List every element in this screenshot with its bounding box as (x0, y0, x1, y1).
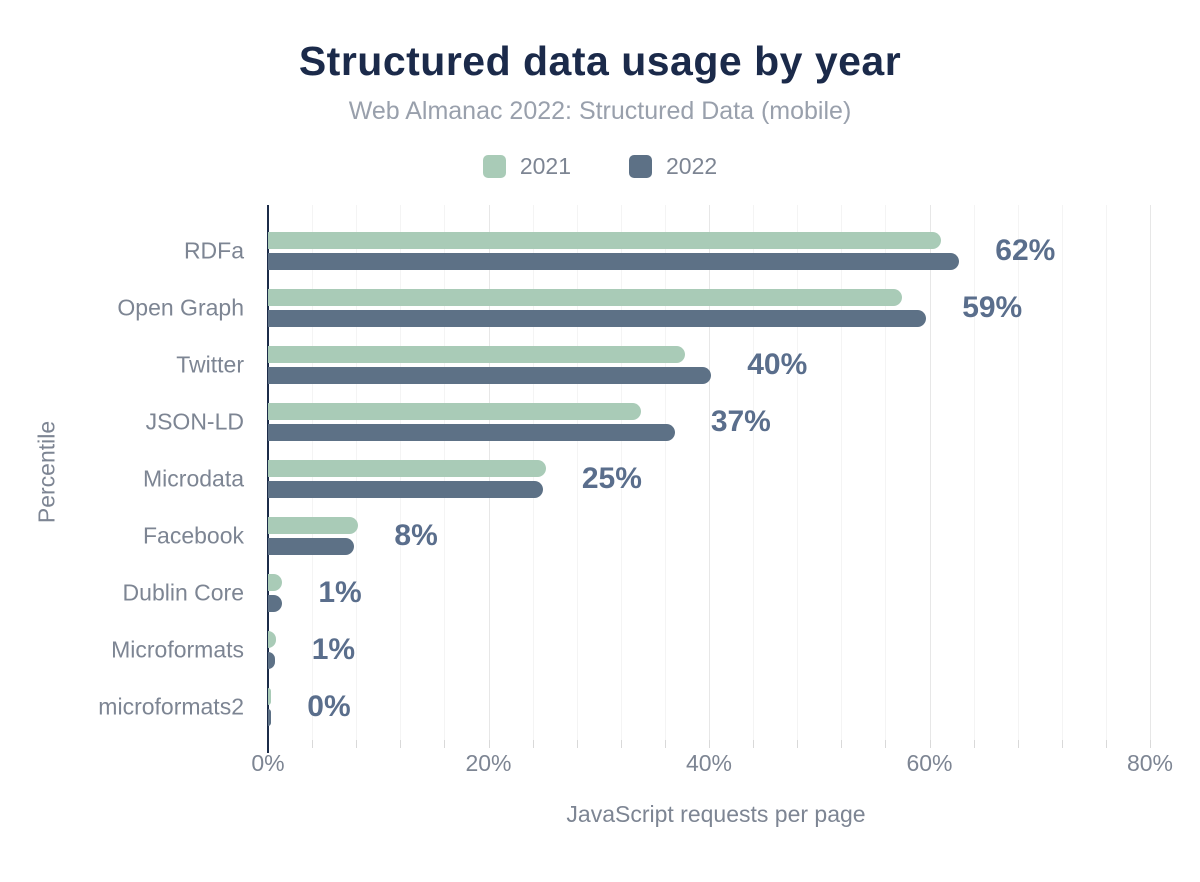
bar-2021 (268, 232, 941, 249)
category-labels: RDFa Open Graph Twitter JSON-LD Microdata Fac… (0, 205, 256, 740)
axis-tick (620, 740, 622, 748)
bar-2022 (268, 310, 927, 327)
legend-swatch-2022 (629, 154, 652, 178)
gridline (620, 205, 622, 740)
bar-2021 (268, 688, 271, 705)
gridline (576, 205, 578, 740)
category-label: RDFa (183, 237, 244, 264)
axis-tick (488, 740, 490, 748)
axis-tick (312, 740, 314, 748)
bar-2021 (268, 289, 902, 306)
bar-2022 (268, 595, 283, 612)
axis-tick (1017, 740, 1019, 748)
gridline (973, 205, 975, 740)
axis-tick (929, 740, 931, 748)
category-label: Dublin Core (122, 579, 244, 606)
axis-tick (753, 740, 755, 748)
bar-2021 (268, 403, 641, 420)
category-label: JSON-LD (145, 408, 244, 435)
axis-tick (1105, 740, 1107, 748)
legend-item-2022: 2022 (629, 153, 717, 180)
chart-subtitle: Web Almanac 2022: Structured Data (mobil… (348, 97, 852, 125)
axis-tick (400, 740, 402, 748)
category-label: Microdata (143, 465, 244, 492)
gridline (1105, 205, 1107, 740)
x-axis-title: JavaScript requests per page (566, 801, 866, 827)
data-label: 0% (307, 690, 351, 723)
bar-2022 (268, 709, 272, 726)
gridline (797, 205, 799, 740)
x-tick-label: 60% (906, 750, 953, 776)
chart-title: Structured data usage by year (298, 38, 902, 84)
category-label: Facebook (142, 522, 244, 549)
x-tick-label: 0% (251, 750, 285, 776)
axis-tick (885, 740, 887, 748)
data-label: 25% (581, 462, 642, 495)
bar-2021 (268, 346, 685, 363)
bar-2022 (268, 481, 543, 498)
data-label: 37% (710, 405, 771, 438)
bar-2022 (268, 652, 275, 669)
axis-tick (664, 740, 666, 748)
bar-2022 (268, 424, 675, 441)
category-label: Microformats (111, 636, 244, 663)
bar-2021 (268, 631, 276, 648)
axis-tick (356, 740, 358, 748)
bar-2022 (268, 367, 712, 384)
data-label: 40% (747, 348, 808, 381)
gridline (753, 205, 755, 740)
legend-label-2021: 2021 (519, 152, 571, 179)
gridline (1061, 205, 1063, 740)
category-label: microformats2 (98, 693, 244, 720)
bar-2022 (268, 538, 354, 555)
data-label: 62% (995, 234, 1056, 267)
axis-tick (1061, 740, 1063, 748)
x-tick-label: 40% (685, 750, 733, 776)
gridline (885, 205, 887, 740)
category-label: Twitter (176, 351, 244, 378)
bar-2021 (268, 517, 359, 534)
bar-2021 (268, 460, 546, 477)
data-label: 59% (962, 291, 1023, 324)
gridline (709, 205, 710, 740)
gridline (841, 205, 843, 740)
gridline (1017, 205, 1019, 740)
legend: 2021 2022 (0, 152, 1200, 180)
data-label: 1% (311, 633, 356, 666)
legend-item-2021: 2021 (482, 152, 571, 180)
bar-2021 (268, 574, 283, 591)
gridline (1150, 205, 1151, 740)
gridline (664, 205, 666, 740)
axis-tick (1150, 740, 1151, 748)
axis-tick (973, 740, 975, 748)
x-tick-label: 80% (1126, 750, 1174, 776)
axis-tick (841, 740, 843, 748)
axis-tick (576, 740, 578, 748)
legend-label-2022: 2022 (666, 152, 718, 179)
axis-tick (444, 740, 446, 748)
axis-tick (532, 740, 534, 748)
gridline (929, 205, 931, 740)
axis-tick (709, 740, 710, 748)
y-axis-line (267, 205, 269, 753)
data-label: 1% (318, 576, 362, 609)
data-label: 8% (394, 519, 438, 552)
plot-area: 62% 59% 40% 37% 25% 8% 1% 1% 0% (267, 205, 1164, 753)
x-tick-label: 20% (465, 750, 512, 776)
axis-tick (797, 740, 799, 748)
legend-swatch-2021 (482, 154, 506, 178)
bar-2022 (268, 253, 960, 270)
category-label: Open Graph (117, 294, 244, 321)
